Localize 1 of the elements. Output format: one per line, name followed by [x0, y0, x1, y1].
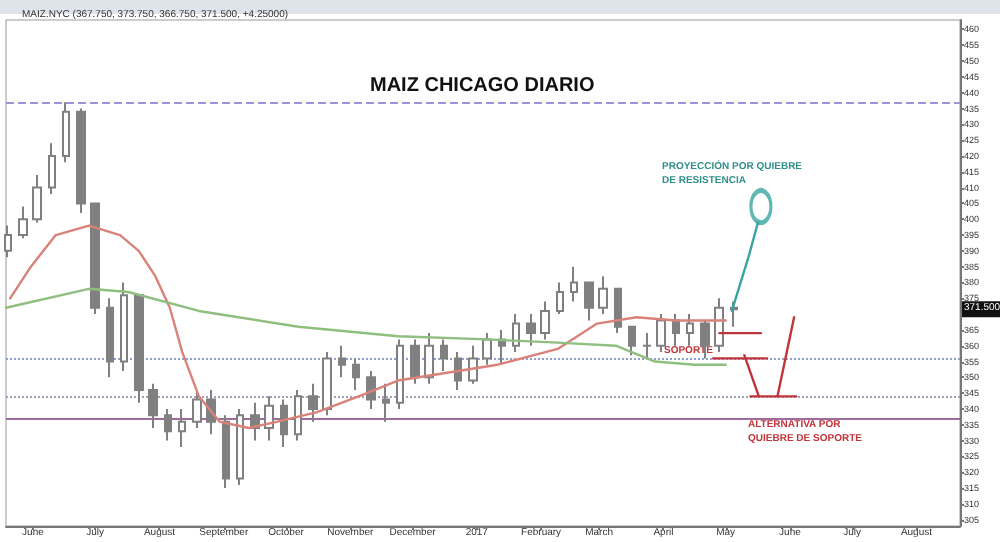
text: MAIZ CHICAGO DIARIO [370, 75, 595, 97]
